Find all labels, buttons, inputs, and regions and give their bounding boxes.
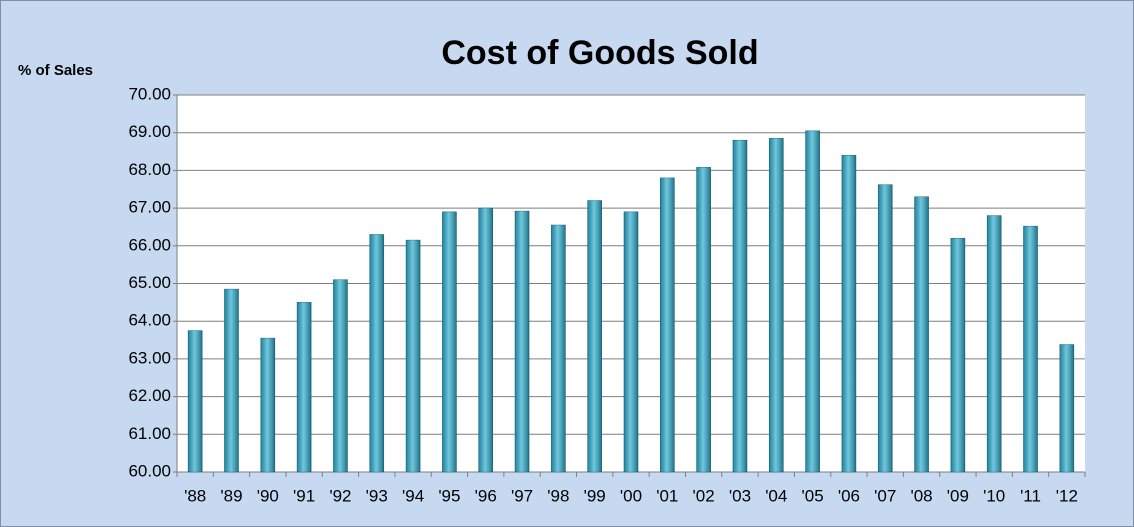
bar — [696, 167, 711, 473]
y-tick-label: 70.00 — [128, 84, 171, 103]
bar — [841, 155, 857, 473]
x-tick-label: '95 — [438, 486, 460, 505]
y-tick-label: 61.00 — [128, 424, 171, 443]
x-tick-label: '09 — [947, 486, 969, 505]
bar — [442, 211, 457, 473]
x-tick-label: '93 — [366, 486, 388, 505]
x-tick-label: '11 — [1020, 486, 1041, 505]
y-tick-label: 69.00 — [128, 122, 171, 141]
bar — [478, 207, 494, 473]
y-tick-label: 67.00 — [128, 198, 171, 217]
y-tick-label: 66.00 — [128, 235, 171, 254]
x-tick-label: '01 — [656, 486, 678, 505]
x-tick-label: '99 — [584, 486, 606, 505]
y-tick-label: 63.00 — [128, 348, 171, 367]
x-tick-label: '96 — [475, 486, 497, 505]
x-tick-label: '02 — [693, 486, 715, 505]
bar — [1023, 225, 1038, 473]
bar — [405, 239, 421, 473]
x-tick-label: '88 — [184, 486, 206, 505]
bar — [224, 288, 239, 473]
x-tick-label: '08 — [910, 486, 932, 505]
x-tick-label: '97 — [511, 486, 533, 505]
x-tick-label: '03 — [729, 486, 751, 505]
x-tick-label: '94 — [402, 486, 424, 505]
y-tick-label: 65.00 — [128, 273, 171, 292]
bar — [187, 330, 203, 473]
bar — [732, 139, 748, 473]
y-tick-label: 68.00 — [128, 160, 171, 179]
bar — [768, 138, 784, 473]
x-tick-label: '91 — [293, 486, 315, 505]
bar — [551, 224, 566, 473]
bar — [660, 177, 675, 473]
y-tick-label: 64.00 — [128, 311, 171, 330]
x-tick-label: '10 — [983, 486, 1005, 505]
y-tick-label: 62.00 — [128, 386, 171, 405]
x-tick-label: '00 — [620, 486, 642, 505]
x-tick-label: '92 — [329, 486, 351, 505]
bar — [296, 302, 312, 473]
y-tick-label: 60.00 — [128, 461, 171, 480]
bar — [1059, 344, 1075, 473]
bar — [514, 210, 530, 473]
bar — [260, 337, 276, 473]
x-tick-label: '89 — [220, 486, 242, 505]
bar — [950, 237, 966, 473]
bar — [587, 200, 602, 473]
chart-title: Cost of Goods Sold — [441, 34, 758, 72]
x-tick-label: '07 — [874, 486, 896, 505]
bar — [333, 279, 348, 473]
x-tick-label: '98 — [547, 486, 569, 505]
x-tick-label: '05 — [802, 486, 824, 505]
bar — [805, 130, 820, 473]
x-tick-label: '12 — [1056, 486, 1078, 505]
bar — [623, 211, 639, 473]
bar — [369, 234, 385, 473]
y-axis-label: % of Sales — [18, 62, 93, 79]
bar — [877, 184, 893, 473]
x-tick-label: '04 — [765, 486, 787, 505]
bar — [914, 196, 929, 473]
x-tick-label: '06 — [838, 486, 860, 505]
x-tick-label: '90 — [257, 486, 279, 505]
bar — [986, 215, 1002, 473]
